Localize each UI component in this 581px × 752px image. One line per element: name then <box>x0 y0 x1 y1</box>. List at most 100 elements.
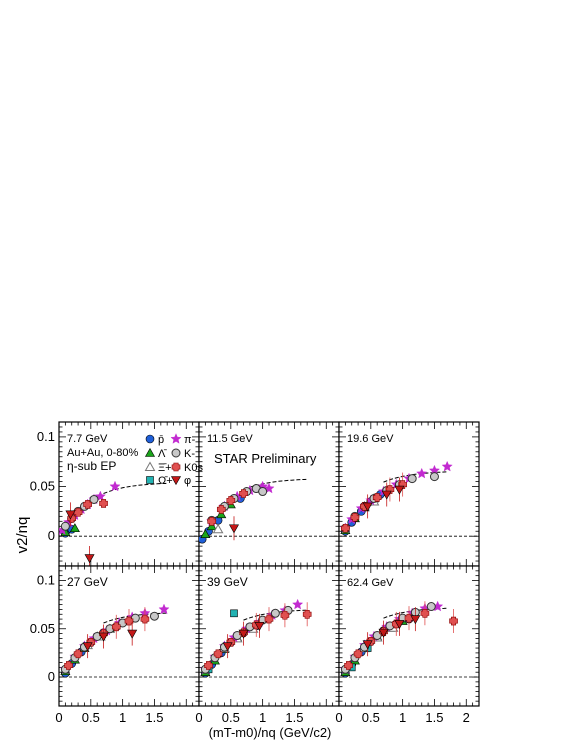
data-point <box>216 509 227 519</box>
x-tick-label: 1 <box>399 710 406 725</box>
x-tick-label: 0 <box>335 710 342 725</box>
panel-3: 19.6 GeV <box>338 421 480 567</box>
legend-label: π- <box>184 434 196 446</box>
data-point <box>89 494 99 504</box>
data-point <box>254 622 265 631</box>
legend-marker <box>171 448 181 458</box>
data-point <box>207 517 217 526</box>
data-point <box>206 521 217 531</box>
data-point <box>410 615 421 625</box>
panel-frame <box>58 421 200 567</box>
data-point <box>341 523 350 533</box>
y-tick-label: 0.05 <box>30 621 55 636</box>
legend-item: p̄ <box>145 434 164 446</box>
legend-marker <box>171 462 181 472</box>
system-label: Au+Au, 0-80% <box>67 447 138 459</box>
data-point <box>212 523 224 534</box>
legend-item: φ <box>170 475 191 487</box>
y-tick-label: 0.1 <box>37 572 55 587</box>
data-point <box>292 598 304 610</box>
data-point <box>280 610 290 620</box>
panel-frame <box>198 565 340 707</box>
data-point <box>83 500 92 509</box>
data-point <box>213 649 223 659</box>
data-point <box>222 642 233 652</box>
panel-title: 7.7 GeV <box>67 433 108 445</box>
panel-4: 0 0.05 0.1 0 0.5 1 1.5 27 GeV <box>30 565 200 725</box>
data-point <box>372 493 382 502</box>
data-point <box>394 485 405 495</box>
panel-1: 0 0.05 0.1 7.7 GeV <box>30 421 200 567</box>
data-points <box>199 598 312 678</box>
legend-marker <box>170 476 182 486</box>
data-point <box>353 649 363 659</box>
panel-6: 0 0.5 1 1.5 2 62.4 GeV <box>335 565 480 725</box>
legend-marker <box>144 461 156 471</box>
panel-2: 11.5 GeV <box>198 421 340 567</box>
data-point <box>140 614 150 624</box>
data-point <box>111 622 121 632</box>
x-tick-label: 0.5 <box>222 710 240 725</box>
data-point <box>258 487 268 497</box>
data-point <box>84 554 95 564</box>
data-point <box>362 640 373 650</box>
data-point <box>350 513 360 522</box>
panel-title: 27 GeV <box>67 575 108 589</box>
data-points <box>339 460 453 536</box>
legend-label: Ω̄+ <box>158 475 173 487</box>
legend-item: Ω̄+ <box>146 475 173 487</box>
y-tick-label: 0.05 <box>30 479 55 494</box>
y-tick-label: 0.1 <box>37 429 55 444</box>
x-tick-label: 1.5 <box>285 710 303 725</box>
legend-item: K- <box>171 448 195 460</box>
data-point <box>449 616 458 626</box>
legend-label: Λ̄ <box>158 448 167 460</box>
x-tick-label: 2 <box>463 710 470 725</box>
data-point <box>239 489 248 498</box>
panel-frame <box>338 565 480 707</box>
panel-5: 0 0.5 1 1.5 39 GeV <box>195 565 340 725</box>
data-point <box>158 603 170 615</box>
panel-title: 11.5 GeV <box>207 433 253 445</box>
data-points <box>199 480 275 544</box>
data-point <box>429 472 439 482</box>
legend-marker <box>170 433 182 444</box>
preliminary-label: STAR Preliminary <box>214 451 317 466</box>
data-point <box>69 523 80 533</box>
data-point <box>441 460 453 472</box>
x-tick-label: 0 <box>195 710 202 725</box>
x-tick-label: 1.5 <box>425 710 443 725</box>
data-point <box>230 609 238 618</box>
data-point <box>149 611 159 621</box>
data-point <box>226 496 236 505</box>
data-point <box>73 649 83 659</box>
panel-title: 19.6 GeV <box>347 433 394 445</box>
x-tick-label: 1 <box>119 710 126 725</box>
x-tick-label: 1.5 <box>145 710 163 725</box>
data-point <box>381 490 392 500</box>
x-tick-label: 0.5 <box>82 710 100 725</box>
legend-item: Λ̄ <box>144 447 167 460</box>
legend-marker <box>144 447 156 457</box>
fit-curve <box>243 478 308 491</box>
data-point <box>394 620 405 630</box>
legend-label: K- <box>184 448 195 460</box>
legend-item: Ξ̄+ <box>144 461 172 474</box>
x-tick-label: 0 <box>55 710 62 725</box>
data-point <box>82 642 93 652</box>
data-point <box>270 608 280 618</box>
y-tick-label: 0 <box>48 528 55 543</box>
data-point <box>426 602 436 612</box>
x-tick-label: 1 <box>259 710 266 725</box>
data-point <box>238 629 249 639</box>
data-point <box>65 510 76 520</box>
data-point <box>362 502 373 512</box>
legend-marker <box>145 434 155 444</box>
legend-item: K0s <box>171 462 203 474</box>
y-tick-label: 0 <box>48 669 55 684</box>
data-point <box>228 524 240 534</box>
data-points <box>339 600 458 678</box>
data-point <box>216 505 226 514</box>
data-point <box>264 614 274 624</box>
